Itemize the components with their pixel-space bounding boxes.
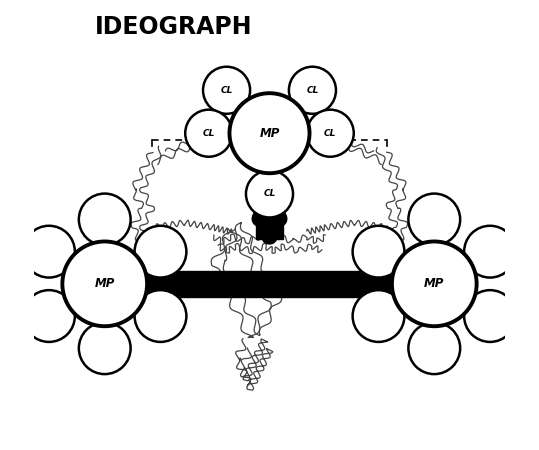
Circle shape xyxy=(392,242,476,326)
Circle shape xyxy=(79,194,130,245)
Circle shape xyxy=(230,93,309,173)
Circle shape xyxy=(289,67,336,114)
Circle shape xyxy=(185,110,232,157)
Bar xyxy=(257,176,282,239)
Text: IDEOGRAPH: IDEOGRAPH xyxy=(95,15,253,39)
Text: CL: CL xyxy=(220,86,233,95)
Circle shape xyxy=(79,322,130,374)
Circle shape xyxy=(23,226,75,278)
Circle shape xyxy=(464,226,516,278)
Text: MP: MP xyxy=(259,127,280,140)
Circle shape xyxy=(464,290,516,342)
Text: CL: CL xyxy=(203,129,215,138)
Circle shape xyxy=(135,290,186,342)
Circle shape xyxy=(353,226,404,278)
Circle shape xyxy=(409,322,460,374)
Text: CL: CL xyxy=(324,129,336,138)
Circle shape xyxy=(135,226,186,278)
Circle shape xyxy=(63,242,147,326)
Circle shape xyxy=(409,194,460,245)
Text: MP: MP xyxy=(424,277,445,290)
Circle shape xyxy=(307,110,354,157)
Text: CL: CL xyxy=(264,189,275,198)
Bar xyxy=(105,270,434,297)
Circle shape xyxy=(23,290,75,342)
Circle shape xyxy=(353,290,404,342)
Text: CL: CL xyxy=(306,86,319,95)
Circle shape xyxy=(246,171,293,217)
Text: MP: MP xyxy=(94,277,115,290)
Circle shape xyxy=(203,67,250,114)
